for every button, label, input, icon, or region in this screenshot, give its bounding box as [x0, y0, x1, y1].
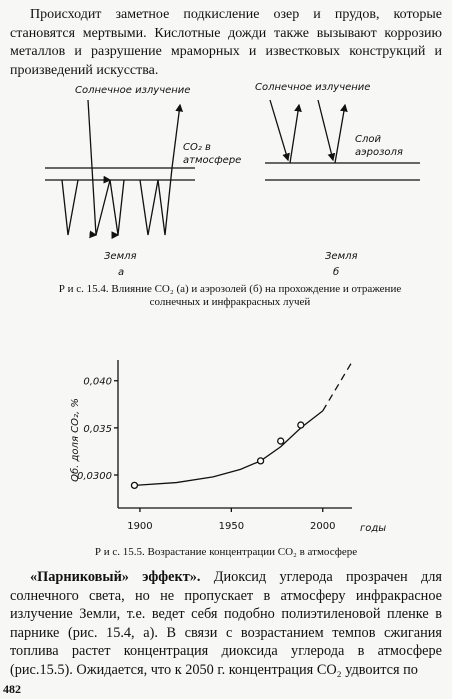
- data-point: [277, 437, 285, 445]
- data-point: [297, 421, 305, 429]
- caption: Р и с. 15.5. Возрастание концентрации CO…: [95, 546, 357, 558]
- ray: [334, 103, 348, 164]
- y-tick-label: 0,040: [83, 377, 112, 388]
- top-paragraph: Происходит заметное подкисление озер и п…: [10, 7, 442, 78]
- x-tick-label: 1900: [127, 521, 152, 532]
- layer-label: атмосфере: [183, 155, 241, 166]
- page-number: 482: [3, 682, 21, 696]
- data-point: [130, 481, 139, 490]
- radiation-label: Солнечное излучение: [75, 85, 190, 96]
- x-tick-label: 1950: [219, 521, 244, 532]
- radiation-label: Солнечное излучение: [255, 82, 370, 93]
- body-paragraph: «Парниковый» эффект». Диоксид углерода п…: [10, 568, 442, 680]
- ray: [289, 103, 302, 164]
- letter: а: [118, 267, 124, 278]
- caption: Р и с. 15.4. Влияние CO₂ (а) и аэрозолей…: [58, 283, 402, 308]
- ray: [317, 99, 336, 162]
- body-text: Диоксид углерода прозрачен для солнечног…: [10, 569, 442, 678]
- letter: б: [333, 266, 339, 278]
- ray: [269, 99, 290, 162]
- layer-label: CO₂ в: [183, 142, 211, 153]
- chart: Об. доля CO₂, % годы 1900 1950 2000 0,0300 0…: [69, 360, 386, 534]
- y-tick-label: 0,0300: [77, 471, 112, 482]
- lead: «Парниковый» эффект».: [30, 569, 201, 585]
- trend-line: [134, 410, 324, 487]
- ray: [87, 99, 125, 240]
- layer-label: аэрозоля: [355, 147, 403, 158]
- x-tick-label: 2000: [310, 521, 335, 532]
- y-axis-label: Об. доля CO₂, %: [69, 398, 81, 482]
- y-tick-label: 0,035: [83, 424, 112, 435]
- ray: [171, 103, 184, 169]
- layer-label: Слой: [355, 134, 381, 145]
- ray: [61, 179, 79, 236]
- earth-label: Земля: [325, 251, 358, 262]
- x-axis-label: годы: [360, 523, 386, 534]
- ray: [139, 167, 173, 236]
- data-point: [256, 457, 265, 465]
- earth-label: Земля: [104, 251, 137, 262]
- trend-line: [322, 361, 353, 412]
